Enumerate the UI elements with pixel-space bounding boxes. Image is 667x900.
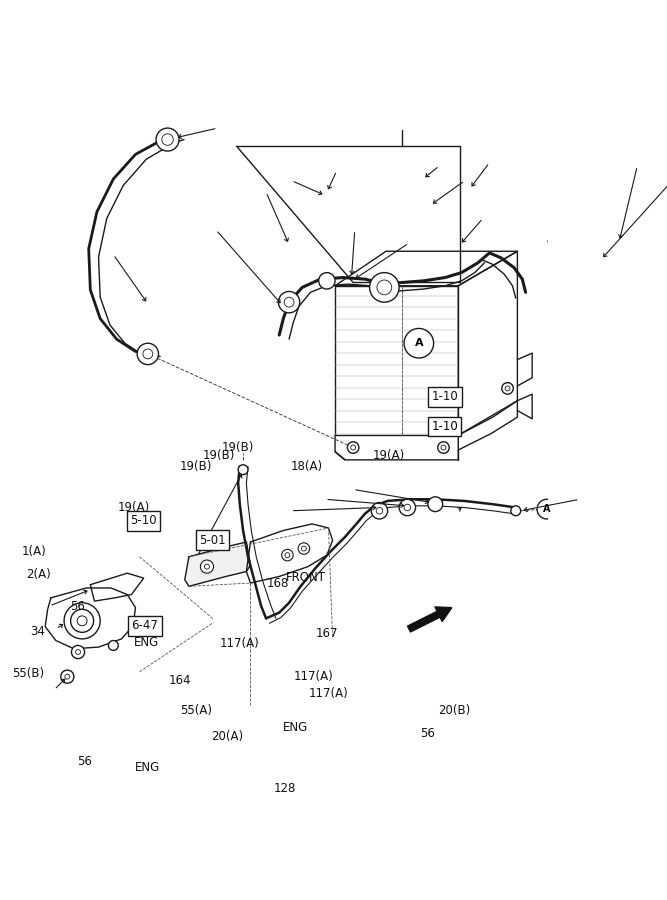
Circle shape (505, 386, 510, 391)
Circle shape (284, 297, 294, 307)
Circle shape (370, 273, 399, 302)
Text: ENG: ENG (134, 635, 159, 649)
Text: 19(A): 19(A) (373, 449, 405, 463)
FancyArrow shape (408, 607, 452, 632)
Text: 1-10: 1-10 (432, 391, 458, 403)
Text: 56: 56 (70, 600, 85, 613)
Text: 6-47: 6-47 (131, 619, 158, 633)
Circle shape (109, 641, 118, 651)
Text: 5-01: 5-01 (199, 534, 226, 546)
Text: 55(B): 55(B) (13, 667, 45, 680)
Circle shape (162, 134, 173, 145)
Circle shape (137, 343, 159, 364)
Circle shape (64, 603, 100, 639)
Text: FRONT: FRONT (285, 571, 325, 583)
Circle shape (319, 273, 335, 289)
Text: 117(A): 117(A) (220, 637, 260, 650)
Text: A: A (414, 338, 423, 348)
Circle shape (537, 500, 557, 519)
Text: 167: 167 (315, 626, 338, 640)
Text: 20(A): 20(A) (211, 730, 243, 743)
Circle shape (301, 546, 306, 551)
Circle shape (348, 442, 359, 454)
Circle shape (372, 502, 388, 519)
Text: 56: 56 (77, 755, 92, 769)
Circle shape (71, 645, 85, 659)
Text: 168: 168 (267, 577, 289, 590)
Text: ENG: ENG (283, 722, 308, 734)
Circle shape (238, 464, 248, 474)
Text: A: A (543, 504, 551, 514)
Circle shape (278, 292, 299, 313)
Circle shape (438, 442, 450, 454)
Circle shape (281, 549, 293, 561)
Text: 117(A): 117(A) (309, 688, 349, 700)
Text: 2(A): 2(A) (26, 568, 51, 580)
Circle shape (604, 253, 618, 266)
Text: 1(A): 1(A) (21, 545, 46, 559)
Circle shape (156, 128, 179, 151)
Circle shape (614, 240, 622, 248)
Circle shape (71, 609, 93, 633)
Circle shape (376, 508, 383, 514)
Circle shape (502, 382, 514, 394)
Text: ENG: ENG (135, 761, 161, 774)
Text: 19(B): 19(B) (222, 440, 255, 454)
Text: 117(A): 117(A) (293, 670, 334, 683)
Circle shape (351, 446, 356, 450)
Text: 19(B): 19(B) (203, 449, 235, 463)
Circle shape (511, 506, 521, 516)
Text: 56: 56 (420, 727, 435, 741)
Polygon shape (185, 542, 251, 586)
Text: 34: 34 (30, 625, 45, 637)
Text: 5-10: 5-10 (130, 515, 157, 527)
Text: 1-10: 1-10 (432, 419, 458, 433)
Circle shape (399, 500, 416, 516)
Circle shape (61, 670, 74, 683)
Circle shape (404, 504, 411, 511)
Text: 55(A): 55(A) (180, 704, 212, 716)
Text: 18(A): 18(A) (291, 460, 323, 473)
Circle shape (65, 674, 70, 680)
Circle shape (75, 650, 81, 654)
Text: 19(B): 19(B) (180, 460, 212, 473)
Text: 20(B): 20(B) (438, 704, 471, 716)
Circle shape (441, 446, 446, 450)
Circle shape (608, 236, 626, 254)
Circle shape (428, 497, 443, 511)
Circle shape (404, 328, 434, 358)
Text: 19(A): 19(A) (117, 501, 150, 514)
Circle shape (205, 564, 209, 569)
Circle shape (377, 280, 392, 295)
Text: 128: 128 (273, 782, 296, 795)
Text: 164: 164 (169, 674, 191, 687)
Circle shape (285, 553, 290, 558)
Circle shape (77, 616, 87, 625)
Circle shape (143, 349, 153, 359)
Circle shape (200, 560, 213, 573)
Circle shape (298, 543, 309, 554)
